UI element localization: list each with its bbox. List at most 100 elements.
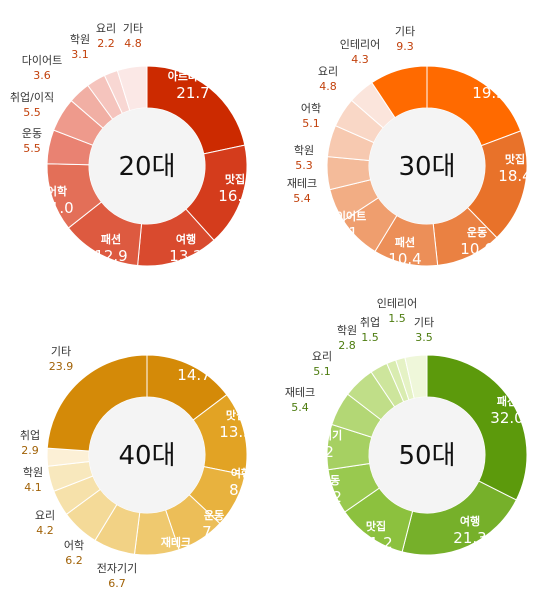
slice-label: 패션 (184, 351, 204, 365)
slice-label: 인테리어 (377, 297, 417, 310)
slice-label: 인테리어 (340, 38, 380, 51)
slice-value: 7.2 (164, 550, 188, 568)
chart-title: 30대 (398, 152, 455, 182)
slice-label: 학원 (294, 144, 314, 157)
slice-label: 운동 (204, 509, 224, 522)
slice-value: 21.7 (176, 84, 209, 102)
slice-label: 운동 (320, 474, 340, 487)
slice-value: 8.8 (229, 481, 253, 499)
slice-label: 취업 (360, 316, 380, 329)
slice-label: 패션 (101, 232, 121, 246)
donut-hole (369, 108, 485, 224)
slice-value: 19.3 (472, 84, 505, 102)
slice-value: 5.5 (23, 106, 41, 119)
slice-label: 기타 (51, 345, 71, 358)
slice-label: 요리 (35, 509, 55, 522)
slice-value: 4.8 (124, 37, 142, 50)
slice-value: 11.0 (40, 199, 73, 217)
slice-label: 패션 (395, 235, 415, 249)
slice-value: 1.5 (361, 331, 379, 344)
slice-label: 여행 (460, 514, 480, 528)
slice-value: 3.5 (415, 331, 433, 344)
slice-value: 12.9 (94, 247, 127, 265)
slice-value: 5.4 (293, 192, 311, 205)
slice-value: 18.4 (498, 167, 531, 185)
slice-label: 맛집 (505, 152, 525, 166)
slice-value: 4.1 (24, 481, 42, 494)
slice-value: 32.0 (490, 409, 523, 427)
slice-value: 1.5 (388, 312, 406, 325)
chart-title: 50대 (398, 441, 455, 471)
slice-label: 요리 (96, 22, 116, 35)
chart-title: 20대 (118, 152, 175, 182)
slice-value: 7.1 (334, 224, 358, 242)
slice-label: 학원 (337, 324, 357, 337)
slice-label: 다이어트 (326, 209, 366, 223)
slice-value: 7.2 (310, 443, 334, 461)
slice-label: 재테크 (161, 535, 191, 549)
slice-value: 6.2 (65, 554, 83, 567)
slice-value: 13.2 (169, 247, 202, 265)
donut-hole (89, 108, 205, 224)
slice-label: 맛집 (225, 172, 245, 186)
slice-label: 요리 (312, 350, 332, 363)
chart-title: 40대 (118, 441, 175, 471)
slice-value: 5.5 (23, 142, 41, 155)
slice-value: 4.3 (351, 53, 369, 66)
slice-value: 5.3 (295, 159, 313, 172)
slice-value: 11.2 (359, 534, 392, 552)
slice-label: 어학 (301, 102, 321, 115)
slice-label: 학원 (23, 466, 43, 479)
donut-hole (89, 397, 205, 513)
slice-label: 여행 (231, 466, 251, 480)
slice-label: 어학 (47, 184, 67, 198)
slice-value: 7.8 (202, 523, 226, 541)
slice-label: 기타 (395, 25, 415, 38)
slice-label: 운동 (467, 226, 487, 239)
slice-value: 5.1 (313, 365, 331, 378)
slice-label: 아르바이트 (168, 69, 219, 83)
slice-value: 5.1 (302, 117, 320, 130)
slice-label: 패션 (497, 394, 517, 408)
slice-label: 여행 (176, 232, 196, 246)
slice-label: 학원 (70, 33, 90, 46)
slice-label: 재테크 (285, 386, 315, 399)
slice-label: 취업 (20, 429, 40, 442)
donut-hole (369, 397, 485, 513)
slice-value: 4.8 (319, 80, 337, 93)
slice-label: 다이어트 (22, 54, 62, 67)
slice-value: 13.5 (219, 423, 252, 441)
slice-label: 재테크 (287, 177, 317, 190)
slice-label: 맛집 (226, 408, 246, 422)
slice-value: 21.3 (453, 529, 486, 547)
slice-label: 기타 (123, 22, 143, 35)
slice-value: 4.2 (36, 524, 54, 537)
slice-value: 6.7 (108, 577, 126, 590)
slice-label: 요리 (318, 65, 338, 78)
slice-value: 10.6 (460, 240, 493, 258)
slice-label: 여행 (479, 69, 499, 83)
slice-label: 전자기기 (97, 562, 137, 575)
slice-value: 3.6 (33, 69, 51, 82)
slice-value: 2.2 (97, 37, 115, 50)
slice-label: 전자기기 (302, 428, 342, 442)
slice-value: 2.9 (21, 444, 39, 457)
donut-chart-4: 50대패션32.0여행21.3맛집11.2운동7.2전자기기7.2재테크5.4요… (285, 297, 528, 556)
slice-label: 운동 (22, 127, 42, 140)
slice-value: 16.7 (218, 187, 251, 205)
slice-value: 5.4 (291, 401, 309, 414)
slice-value: 2.8 (338, 339, 356, 352)
slice-value: 9.3 (396, 40, 414, 53)
slice-value: 10.4 (388, 250, 421, 268)
slice-value: 7.2 (318, 488, 342, 506)
slice-label: 기타 (414, 316, 434, 329)
slice-value: 14.7 (177, 366, 210, 384)
slice-value: 3.1 (71, 48, 89, 61)
slice-value: 23.9 (49, 360, 74, 373)
slice-label: 취업/이직 (10, 91, 54, 104)
slice-label: 맛집 (366, 519, 386, 533)
